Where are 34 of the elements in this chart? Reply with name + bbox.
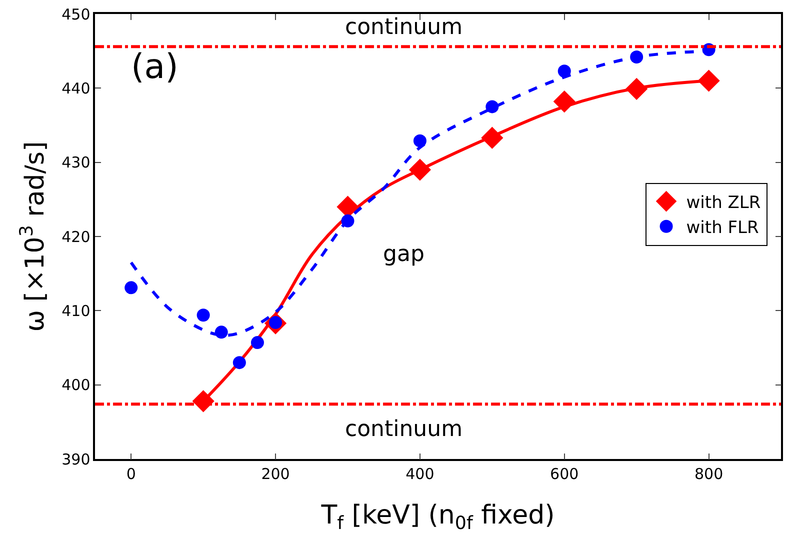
annotation: continuum — [345, 417, 462, 442]
point — [698, 70, 720, 92]
point — [626, 78, 648, 100]
x-tick-label: 400 — [406, 464, 434, 483]
x-tick-label: 800 — [694, 464, 724, 483]
point — [553, 90, 576, 113]
x-tick-label: 0 — [126, 464, 136, 483]
y-tick-label: 450 — [62, 5, 90, 24]
point — [341, 214, 354, 228]
point — [124, 281, 138, 294]
legend-label: with FLR — [686, 218, 759, 238]
point — [630, 50, 644, 64]
y-tick-label: 390 — [62, 450, 90, 468]
point — [250, 336, 264, 350]
y-tick-label: 410 — [62, 302, 90, 320]
annotation: (a) — [131, 47, 178, 87]
point — [232, 356, 246, 370]
y-tick-label: 400 — [62, 376, 90, 394]
x-tick-label: 200 — [261, 464, 290, 483]
point — [481, 126, 504, 149]
y-tick-label: 440 — [62, 79, 90, 98]
point — [558, 64, 571, 78]
y-tick-label: 430 — [62, 154, 90, 172]
point — [214, 326, 228, 339]
point — [408, 158, 431, 181]
annotation: gap — [383, 242, 424, 267]
x-axis-title: T$_{f}$ [keV] (n$_{0f}$ fixed) — [320, 500, 555, 534]
legend-label: with ZLR — [686, 192, 761, 213]
y-tick-label: 420 — [62, 228, 90, 246]
point — [486, 100, 499, 114]
annotation: continuum — [345, 15, 462, 40]
point — [413, 134, 426, 148]
x-tick-label: 600 — [550, 464, 579, 483]
point — [196, 308, 210, 322]
